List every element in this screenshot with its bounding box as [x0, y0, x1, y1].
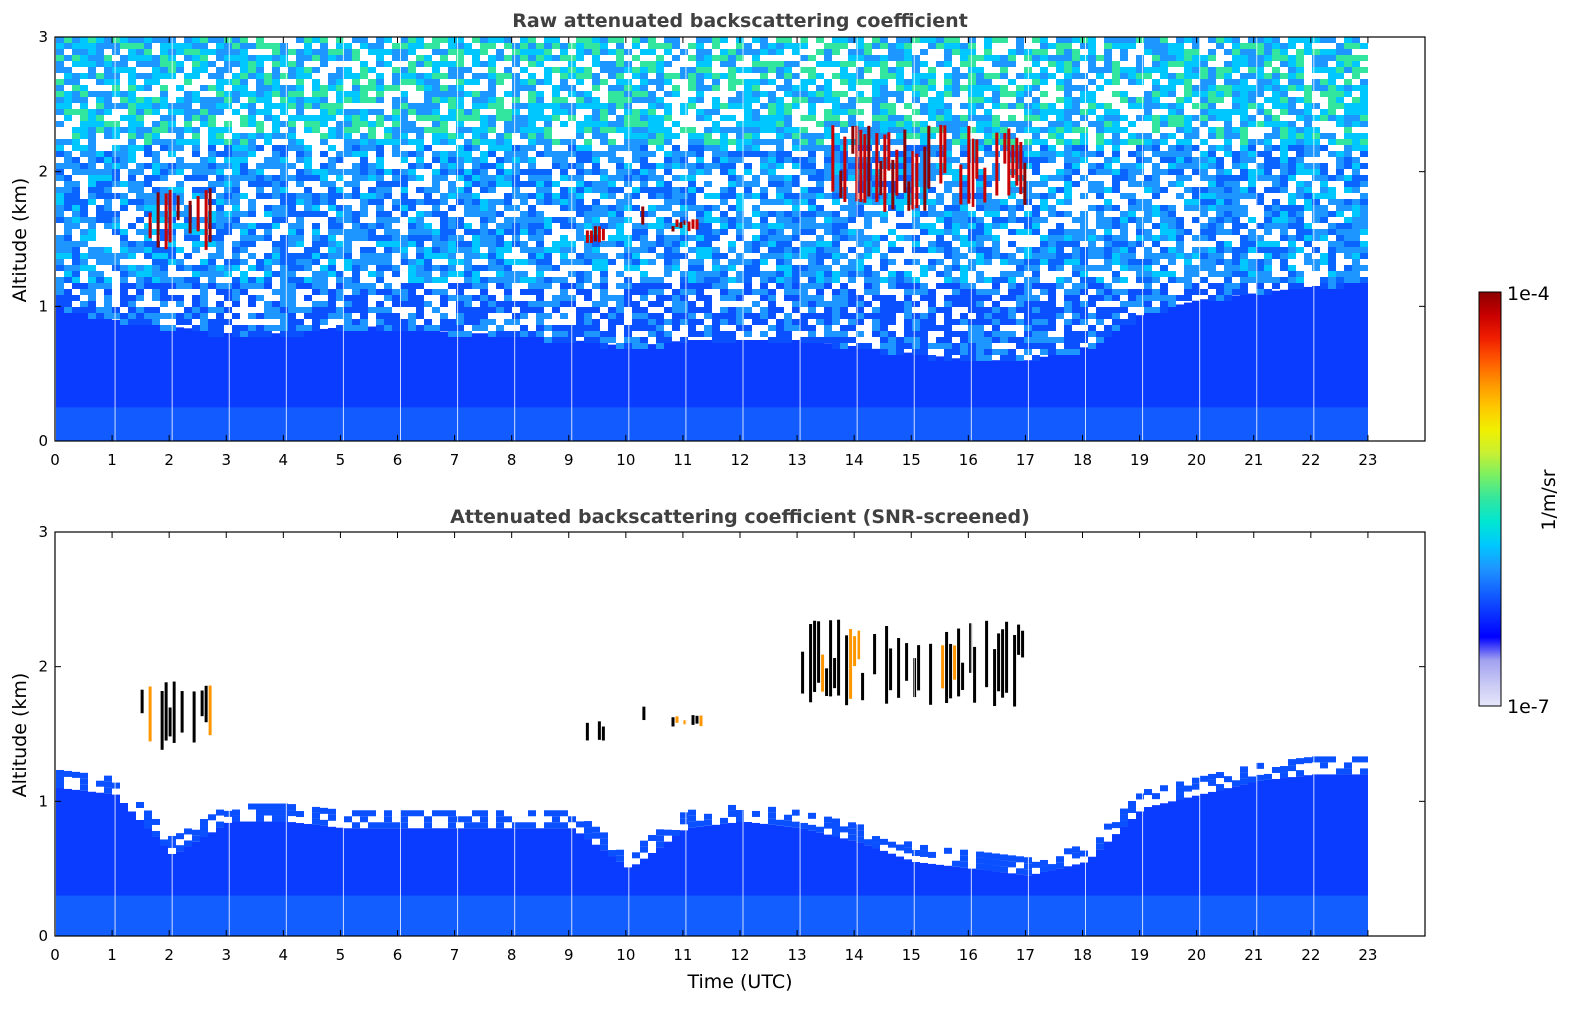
colorbar-unit-label: 1/m/sr — [1538, 469, 1560, 530]
x-tick-label: 9 — [564, 451, 574, 469]
x-tick-label: 21 — [1244, 946, 1263, 964]
y-tick-label: 3 — [38, 28, 48, 46]
y-tick-label: 2 — [38, 658, 48, 676]
top-panel-plot: 0 1 2 3 4 5 6 7 8 9 10 11 12 13 14 15 16 17 18 19 20 21 22 2301… — [38, 28, 1426, 469]
x-tick-label: 17 — [1016, 451, 1035, 469]
bottom-panel-plot: 0 1 2 3 4 5 6 7 8 9 10 11 12 13 14 15 16 17 18 19 20 21 22 2301… — [38, 523, 1426, 964]
cloud-4 — [671, 715, 703, 727]
cloud-3 — [642, 706, 646, 721]
cloud-3 — [641, 206, 645, 225]
y-tick-label: 3 — [38, 523, 48, 541]
cloud-5 — [831, 124, 1027, 212]
x-tick-label: 12 — [730, 946, 749, 964]
x-tick-label: 19 — [1130, 451, 1149, 469]
cloud-1 — [148, 188, 212, 250]
top-panel-title: Raw attenuated backscattering coefficien… — [512, 10, 968, 32]
y-tick-label: 0 — [38, 927, 48, 945]
x-tick-label: 14 — [845, 451, 864, 469]
x-tick-label: 11 — [673, 451, 692, 469]
top-panel-ylabel: Altitude (km) — [9, 178, 31, 303]
x-tick-label: 7 — [450, 946, 460, 964]
x-tick-label: 20 — [1187, 946, 1206, 964]
x-tick-label: 16 — [959, 451, 978, 469]
x-tick-label: 15 — [902, 451, 921, 469]
x-tick-label: 23 — [1358, 451, 1377, 469]
x-tick-label: 13 — [788, 946, 807, 964]
x-tick-label: 7 — [450, 451, 460, 469]
bottom-panel-ylabel: Altitude (km) — [9, 673, 31, 798]
x-tick-label: 6 — [393, 946, 403, 964]
x-tick-label: 3 — [221, 451, 231, 469]
colorbar-max-label: 1e-4 — [1507, 283, 1550, 305]
x-tick-label: 0 — [50, 946, 60, 964]
cloud-2 — [585, 226, 605, 243]
y-tick-label: 1 — [38, 297, 48, 315]
x-tick-label: 4 — [279, 451, 289, 469]
x-tick-label: 23 — [1358, 946, 1377, 964]
cloud-5 — [801, 619, 1025, 707]
x-tick-label: 10 — [616, 946, 635, 964]
cloud-4 — [671, 219, 699, 232]
colorbar-min-label: 1e-7 — [1507, 696, 1550, 718]
x-tick-label: 8 — [507, 451, 517, 469]
x-tick-label: 2 — [164, 451, 174, 469]
x-tick-label: 22 — [1301, 451, 1320, 469]
x-tick-label: 16 — [959, 946, 978, 964]
x-tick-label: 6 — [393, 451, 403, 469]
x-tick-label: 9 — [564, 946, 574, 964]
x-tick-label: 11 — [673, 946, 692, 964]
x-tick-label: 10 — [616, 451, 635, 469]
cloud-1 — [140, 681, 212, 750]
heatmap-field — [56, 37, 1368, 441]
x-tick-label: 21 — [1244, 451, 1263, 469]
x-tick-label: 5 — [336, 451, 346, 469]
x-tick-label: 5 — [336, 946, 346, 964]
x-tick-label: 1 — [107, 451, 117, 469]
x-tick-label: 14 — [845, 946, 864, 964]
colorbar — [1478, 291, 1502, 707]
y-tick-label: 0 — [38, 432, 48, 450]
x-tick-label: 3 — [221, 946, 231, 964]
x-tick-label: 13 — [788, 451, 807, 469]
x-tick-label: 18 — [1073, 451, 1092, 469]
x-tick-label: 1 — [107, 946, 117, 964]
y-tick-label: 1 — [38, 792, 48, 810]
x-tick-label: 22 — [1301, 946, 1320, 964]
y-tick-label: 2 — [38, 163, 48, 181]
cloud-2 — [585, 721, 605, 741]
x-tick-label: 18 — [1073, 946, 1092, 964]
x-tick-label: 8 — [507, 946, 517, 964]
bottom-panel-title: Attenuated backscattering coefficient (S… — [450, 506, 1030, 528]
x-tick-label: 4 — [279, 946, 289, 964]
x-tick-label: 0 — [50, 451, 60, 469]
heatmap-field — [56, 756, 1368, 936]
x-tick-label: 20 — [1187, 451, 1206, 469]
xaxis-label: Time (UTC) — [686, 971, 792, 993]
x-tick-label: 12 — [730, 451, 749, 469]
x-tick-label: 19 — [1130, 946, 1149, 964]
x-tick-label: 2 — [164, 946, 174, 964]
x-tick-label: 15 — [902, 946, 921, 964]
x-tick-label: 17 — [1016, 946, 1035, 964]
